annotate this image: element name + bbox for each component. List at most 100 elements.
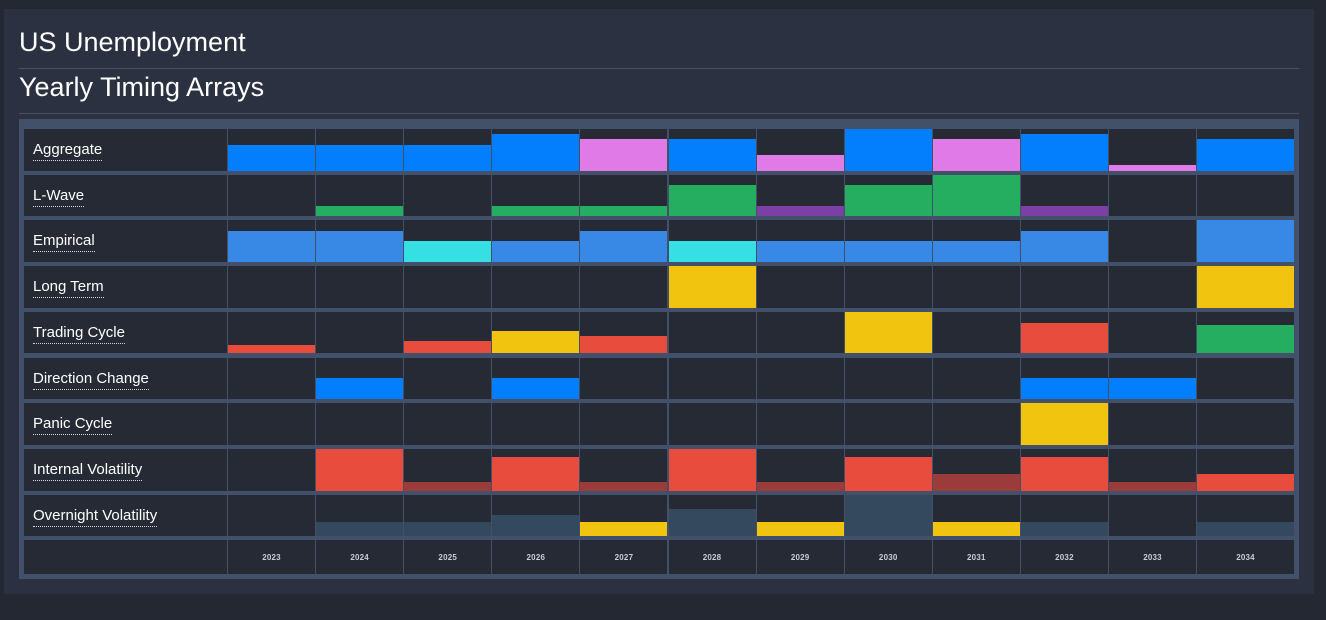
grid-cell <box>756 220 844 263</box>
grid-cell <box>316 129 404 171</box>
row-label[interactable]: Internal Volatility <box>24 448 227 491</box>
x-tick-label: 2029 <box>790 553 810 563</box>
x-tick-label: 2028 <box>702 553 722 563</box>
timing-bar[interactable] <box>932 473 1020 491</box>
timing-bar[interactable] <box>668 448 756 491</box>
timing-bar[interactable] <box>492 457 580 491</box>
timing-bar[interactable] <box>404 340 492 354</box>
timing-bar[interactable] <box>668 509 756 537</box>
grid-cell <box>404 448 492 491</box>
grid-cell <box>1020 311 1108 354</box>
timing-bar[interactable] <box>756 241 844 263</box>
grid-cell <box>316 266 404 308</box>
timing-bar[interactable] <box>316 144 404 171</box>
timing-bar[interactable] <box>492 515 580 537</box>
timing-bar[interactable] <box>1109 165 1197 171</box>
timing-bar[interactable] <box>844 241 932 263</box>
timing-bar[interactable] <box>756 205 844 217</box>
timing-bar[interactable] <box>1197 220 1294 263</box>
grid-cell <box>1020 266 1108 308</box>
grid-cell <box>1109 357 1197 400</box>
timing-bar[interactable] <box>580 139 668 171</box>
timing-bar[interactable] <box>1020 134 1108 171</box>
grid-cell <box>668 266 756 308</box>
grid-cell <box>844 403 932 445</box>
timing-bar[interactable] <box>228 144 316 171</box>
x-tick-label: 2024 <box>350 553 369 563</box>
timing-bar[interactable] <box>668 241 756 263</box>
timing-bar[interactable] <box>1020 403 1108 445</box>
timing-bar[interactable] <box>316 205 404 217</box>
grid-cell <box>1197 311 1294 354</box>
timing-bar[interactable] <box>1020 205 1108 217</box>
timing-bar[interactable] <box>228 230 316 263</box>
x-tick-cell: 2034 <box>1197 540 1294 575</box>
timing-bar[interactable] <box>756 155 844 171</box>
timing-bar[interactable] <box>492 134 580 171</box>
timing-bar[interactable] <box>316 230 404 263</box>
timing-bar[interactable] <box>580 230 668 263</box>
timing-bar[interactable] <box>932 241 1020 263</box>
timing-bar[interactable] <box>1020 521 1108 537</box>
timing-bar[interactable] <box>756 482 844 491</box>
timing-bar[interactable] <box>580 521 668 537</box>
timing-bar[interactable] <box>404 144 492 171</box>
timing-bar[interactable] <box>844 129 932 171</box>
timing-bar[interactable] <box>1020 323 1108 354</box>
timing-bar[interactable] <box>228 345 316 354</box>
grid-cell <box>932 494 1020 537</box>
timing-bar[interactable] <box>1020 378 1108 400</box>
x-tick-cell: 2024 <box>316 540 404 575</box>
timing-bar[interactable] <box>1197 325 1294 354</box>
timing-bar[interactable] <box>668 139 756 171</box>
timing-bar[interactable] <box>1197 139 1294 171</box>
row-label[interactable]: Direction Change <box>24 357 227 400</box>
row-label[interactable]: L-Wave <box>24 174 227 217</box>
timing-bar[interactable] <box>316 521 404 537</box>
timing-bar[interactable] <box>932 521 1020 537</box>
x-tick-cell: 2030 <box>844 540 932 575</box>
timing-bar[interactable] <box>492 205 580 217</box>
timing-bar[interactable] <box>932 174 1020 217</box>
timing-bar[interactable] <box>316 378 404 400</box>
timing-bar[interactable] <box>1109 378 1197 400</box>
timing-bar[interactable] <box>1197 266 1294 308</box>
row-label[interactable]: Panic Cycle <box>24 403 227 445</box>
timing-bar[interactable] <box>844 185 932 217</box>
timing-bar[interactable] <box>1197 473 1294 491</box>
row-label[interactable]: Trading Cycle <box>24 311 227 354</box>
timing-bar[interactable] <box>844 457 932 491</box>
row-label[interactable]: Overnight Volatility <box>24 494 227 537</box>
grid-cell <box>1020 220 1108 263</box>
timing-bar[interactable] <box>668 266 756 308</box>
row-label[interactable]: Aggregate <box>24 129 227 171</box>
x-tick-label: 2031 <box>967 553 986 563</box>
grid-cell <box>1109 403 1197 445</box>
timing-bar[interactable] <box>492 378 580 400</box>
divider <box>19 68 1299 69</box>
timing-bar[interactable] <box>580 205 668 217</box>
grid-cell <box>1020 448 1108 491</box>
timing-bar[interactable] <box>580 335 668 354</box>
grid-cell <box>316 448 404 491</box>
grid-cell <box>404 266 492 308</box>
timing-bar[interactable] <box>492 241 580 263</box>
timing-bar[interactable] <box>932 139 1020 171</box>
timing-bar[interactable] <box>580 482 668 491</box>
timing-bar[interactable] <box>1020 457 1108 491</box>
timing-bar[interactable] <box>404 482 492 491</box>
timing-bar[interactable] <box>844 494 932 537</box>
timing-bar[interactable] <box>1109 482 1197 491</box>
timing-bar[interactable] <box>1197 521 1294 537</box>
timing-bar[interactable] <box>492 330 580 354</box>
row-label[interactable]: Long Term <box>24 266 227 308</box>
timing-bar[interactable] <box>756 521 844 537</box>
timing-bar[interactable] <box>316 448 404 491</box>
timing-bar[interactable] <box>404 521 492 537</box>
timing-bar[interactable] <box>1020 230 1108 263</box>
timing-bar[interactable] <box>668 185 756 217</box>
timing-bar[interactable] <box>404 241 492 263</box>
grid-cell <box>932 448 1020 491</box>
row-label[interactable]: Empirical <box>24 220 227 263</box>
timing-bar[interactable] <box>844 311 932 354</box>
